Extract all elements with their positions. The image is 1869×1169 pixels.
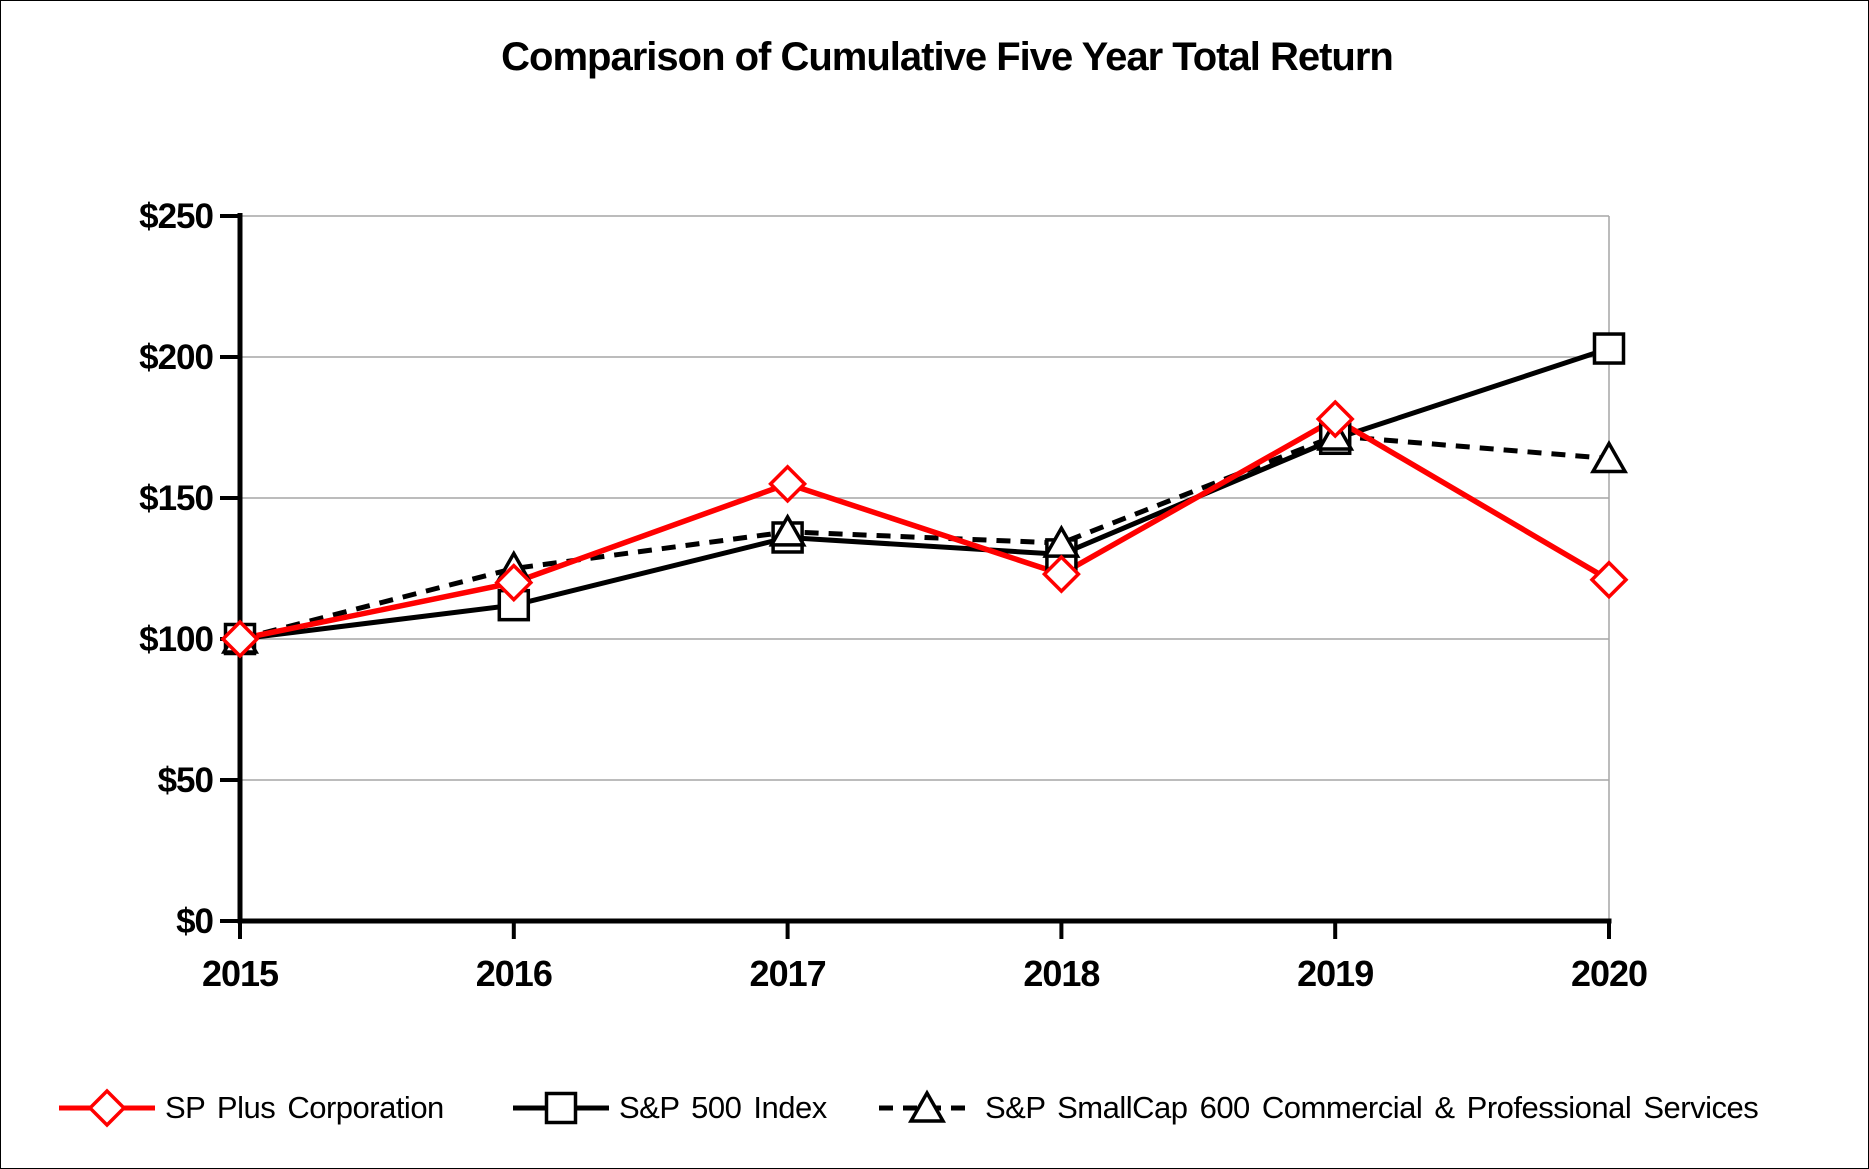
marker-diamond: [1041, 554, 1081, 594]
marker-diamond: [87, 1088, 127, 1128]
marker-diamond: [768, 464, 808, 504]
x-tick-label: 2020: [1571, 953, 1647, 994]
legend-label-sp500: S&P 500 Index: [619, 1090, 827, 1125]
legend-item-sp-plus: SP Plus Corporation: [57, 1085, 444, 1131]
marker-diamond: [220, 619, 260, 659]
marker-square: [1592, 332, 1626, 365]
x-tick-label: 2017: [750, 953, 826, 994]
x-tick-label: 2015: [202, 953, 279, 994]
legend-swatch-triangle-icon: [879, 1089, 975, 1123]
marker-diamond: [1589, 560, 1629, 600]
y-tick-label: $50: [158, 761, 214, 800]
x-tick-label: 2019: [1297, 953, 1373, 994]
marker-triangle: [1589, 439, 1629, 474]
chart-title: Comparison of Cumulative Five Year Total…: [501, 35, 1394, 79]
y-tick-label: $150: [139, 479, 213, 518]
y-tick-label: $250: [139, 197, 213, 236]
series-line-triangle: [239, 433, 1610, 642]
y-tick-label: $200: [139, 338, 213, 377]
marker-diamond: [1315, 399, 1355, 439]
legend-swatch-diamond-icon: [59, 1088, 155, 1128]
legend-item-smallcap600: S&P SmallCap 600 Commercial & Profession…: [877, 1085, 1759, 1131]
x-tick-label: 2016: [476, 953, 552, 994]
legend-swatch-square-icon: [513, 1091, 609, 1125]
series-line-square: [239, 346, 1610, 642]
x-tick-label: 2018: [1023, 953, 1099, 994]
marker-triangle: [768, 513, 807, 547]
marker-square: [544, 1091, 578, 1125]
marker-diamond: [494, 563, 534, 603]
series-line-diamond: [239, 415, 1611, 642]
y-tick-label: $0: [176, 902, 213, 941]
marker-triangle: [907, 1089, 947, 1123]
legend-label-sp-plus: SP Plus Corporation: [165, 1090, 444, 1125]
legend-label-smallcap600: S&P SmallCap 600 Commercial & Profession…: [985, 1090, 1759, 1125]
legend-item-sp500: S&P 500 Index: [511, 1085, 827, 1131]
y-tick-label: $100: [139, 620, 213, 659]
